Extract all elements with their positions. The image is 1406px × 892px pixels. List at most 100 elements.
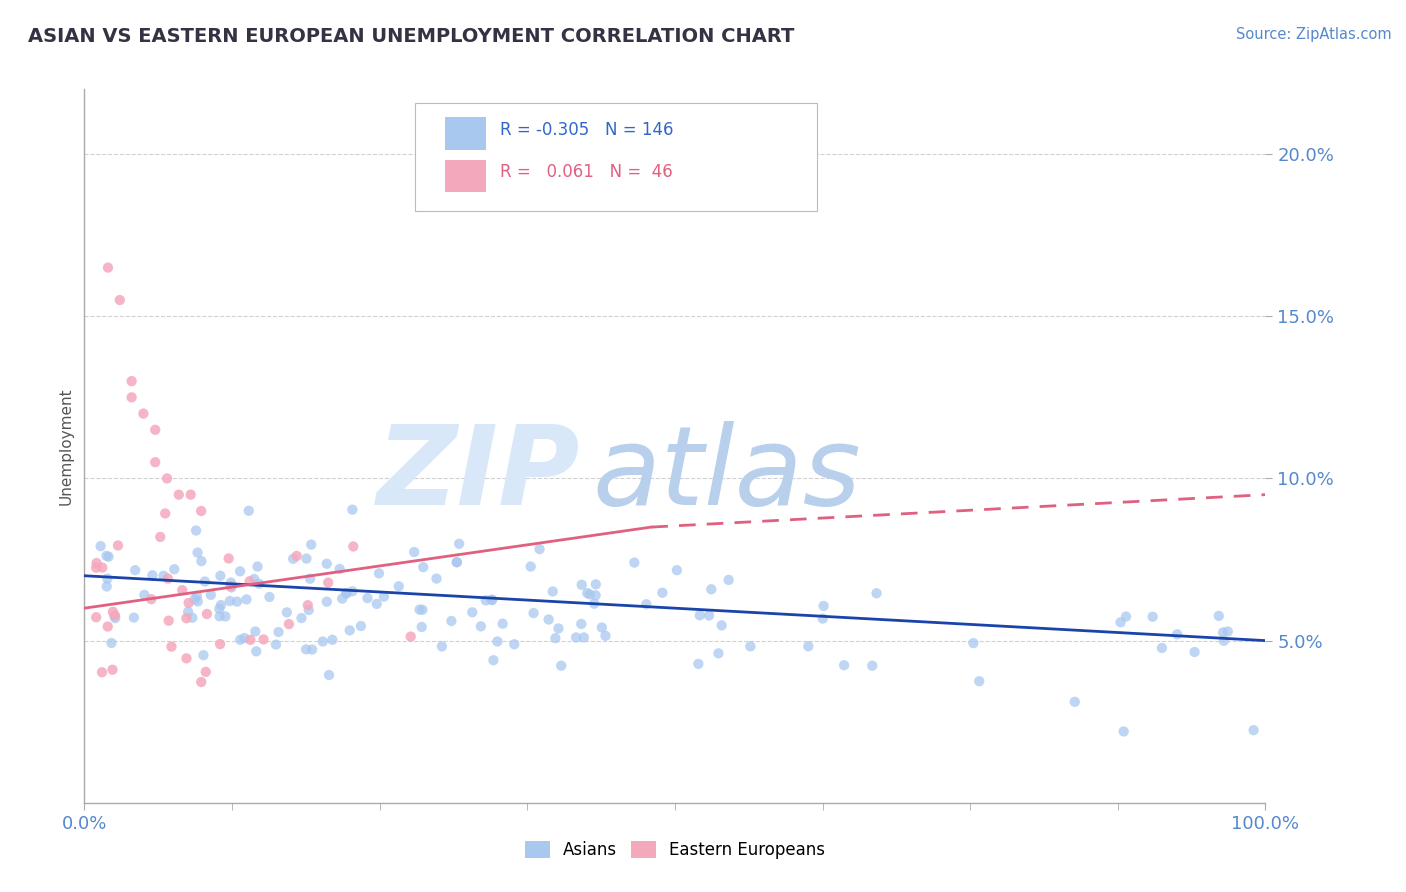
Point xyxy=(411,603,433,617)
Point xyxy=(399,630,422,644)
Point xyxy=(101,663,124,677)
Point xyxy=(194,574,217,589)
Point xyxy=(290,611,312,625)
Text: Source: ZipAtlas.com: Source: ZipAtlas.com xyxy=(1236,27,1392,42)
Point xyxy=(167,488,190,502)
Point xyxy=(329,562,352,576)
Point xyxy=(121,374,143,388)
Point xyxy=(177,605,200,619)
Point xyxy=(425,572,447,586)
Point xyxy=(190,554,212,568)
Point xyxy=(200,588,222,602)
Point xyxy=(96,572,118,586)
Point xyxy=(1166,627,1188,641)
Point xyxy=(101,605,124,619)
Point xyxy=(124,563,146,577)
Point xyxy=(636,597,658,611)
Point xyxy=(97,549,120,564)
Point xyxy=(595,629,617,643)
Point xyxy=(121,390,143,404)
Point xyxy=(176,611,198,625)
Point xyxy=(132,407,155,421)
Point xyxy=(860,658,883,673)
Point xyxy=(481,592,503,607)
Point xyxy=(239,632,262,647)
FancyBboxPatch shape xyxy=(444,118,486,150)
Point xyxy=(208,602,231,616)
Point xyxy=(238,504,260,518)
Point xyxy=(221,581,243,595)
Point xyxy=(252,632,274,647)
Point xyxy=(321,632,343,647)
Text: R = -0.305   N = 146: R = -0.305 N = 146 xyxy=(501,120,673,138)
Point xyxy=(285,549,308,563)
Point xyxy=(342,502,364,516)
Point xyxy=(411,620,433,634)
Point xyxy=(591,620,613,634)
Point xyxy=(176,651,198,665)
Point xyxy=(366,597,388,611)
Point xyxy=(565,631,588,645)
Point xyxy=(578,587,600,601)
Point xyxy=(141,568,163,582)
Point xyxy=(404,545,426,559)
Point xyxy=(356,591,378,606)
Point xyxy=(740,640,762,654)
Point xyxy=(233,631,256,645)
Point xyxy=(209,598,232,612)
Point xyxy=(104,611,127,625)
Point xyxy=(519,559,541,574)
Point xyxy=(246,559,269,574)
Point xyxy=(1063,695,1085,709)
Point xyxy=(1243,723,1265,738)
Point xyxy=(193,648,215,662)
Point xyxy=(318,668,340,682)
Point xyxy=(143,455,166,469)
Point xyxy=(297,598,319,612)
Point xyxy=(1150,640,1173,655)
Point xyxy=(91,665,114,680)
Point xyxy=(707,646,730,660)
Point xyxy=(1115,609,1137,624)
FancyBboxPatch shape xyxy=(415,103,817,211)
Point xyxy=(412,560,434,574)
Point xyxy=(239,574,262,589)
Point xyxy=(209,637,232,651)
Point xyxy=(187,594,209,608)
Point xyxy=(214,609,236,624)
Point xyxy=(172,583,194,598)
Point xyxy=(576,586,599,600)
Point xyxy=(430,640,453,654)
Point xyxy=(474,593,496,607)
Point xyxy=(651,586,673,600)
Point xyxy=(315,595,337,609)
Point xyxy=(181,611,204,625)
Point xyxy=(152,569,174,583)
Point xyxy=(91,560,114,574)
Point xyxy=(813,599,835,613)
Point xyxy=(299,538,322,552)
Point xyxy=(408,602,430,616)
Point xyxy=(623,556,645,570)
Point xyxy=(97,260,120,275)
Point xyxy=(503,637,526,651)
Point xyxy=(1142,609,1164,624)
Point xyxy=(209,568,232,582)
Point xyxy=(155,507,177,521)
Point xyxy=(689,608,711,623)
Point xyxy=(103,609,125,624)
Point xyxy=(550,658,572,673)
Point xyxy=(122,610,145,624)
Point xyxy=(219,575,242,590)
Point xyxy=(141,592,163,607)
Point xyxy=(1212,625,1234,640)
Point xyxy=(295,642,318,657)
Point xyxy=(481,593,503,607)
Point xyxy=(90,539,112,553)
Point xyxy=(461,605,484,619)
Point xyxy=(218,594,240,608)
Point xyxy=(700,582,723,597)
Point xyxy=(219,579,242,593)
Point xyxy=(177,596,200,610)
Point xyxy=(86,556,108,570)
